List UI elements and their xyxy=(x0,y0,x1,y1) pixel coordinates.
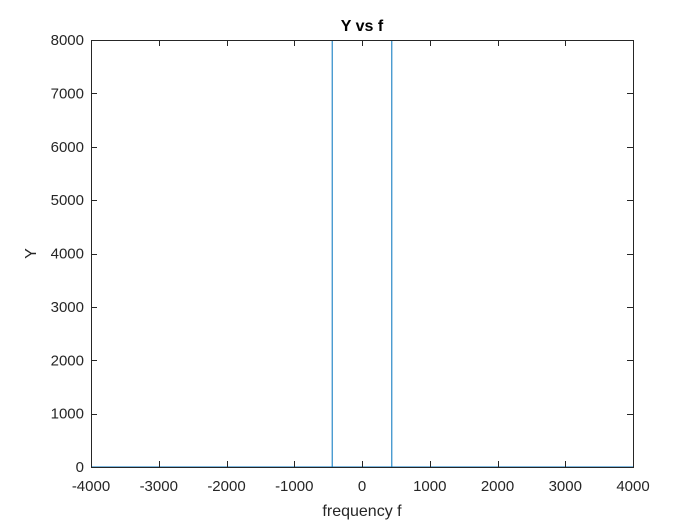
y-tick-label: 3000 xyxy=(51,299,84,316)
y-tick-label: 4000 xyxy=(51,246,84,263)
y-tick-label: 0 xyxy=(76,459,84,476)
x-tick-label: -4000 xyxy=(72,478,110,495)
y-tick-label: 7000 xyxy=(51,85,84,102)
plot-area xyxy=(91,40,633,467)
x-tick-label: 1000 xyxy=(413,478,446,495)
x-tick-label: 2000 xyxy=(481,478,514,495)
x-tick-label: -3000 xyxy=(140,478,178,495)
x-tick-label: -1000 xyxy=(275,478,313,495)
y-tick-label: 2000 xyxy=(51,352,84,369)
axes-box xyxy=(91,40,634,468)
y-tick-label: 6000 xyxy=(51,139,84,156)
y-tick-label: 8000 xyxy=(51,32,84,49)
y-axis-title: Y xyxy=(23,248,40,259)
chart-title: Y vs f xyxy=(341,18,384,35)
x-tick-label: -2000 xyxy=(207,478,245,495)
x-tick-label: 3000 xyxy=(549,478,582,495)
x-tick-label: 0 xyxy=(358,478,366,495)
x-tick-label: 4000 xyxy=(616,478,649,495)
y-tick-label: 5000 xyxy=(51,192,84,209)
y-tick-label: 1000 xyxy=(51,406,84,423)
x-axis-title: frequency f xyxy=(322,503,402,520)
